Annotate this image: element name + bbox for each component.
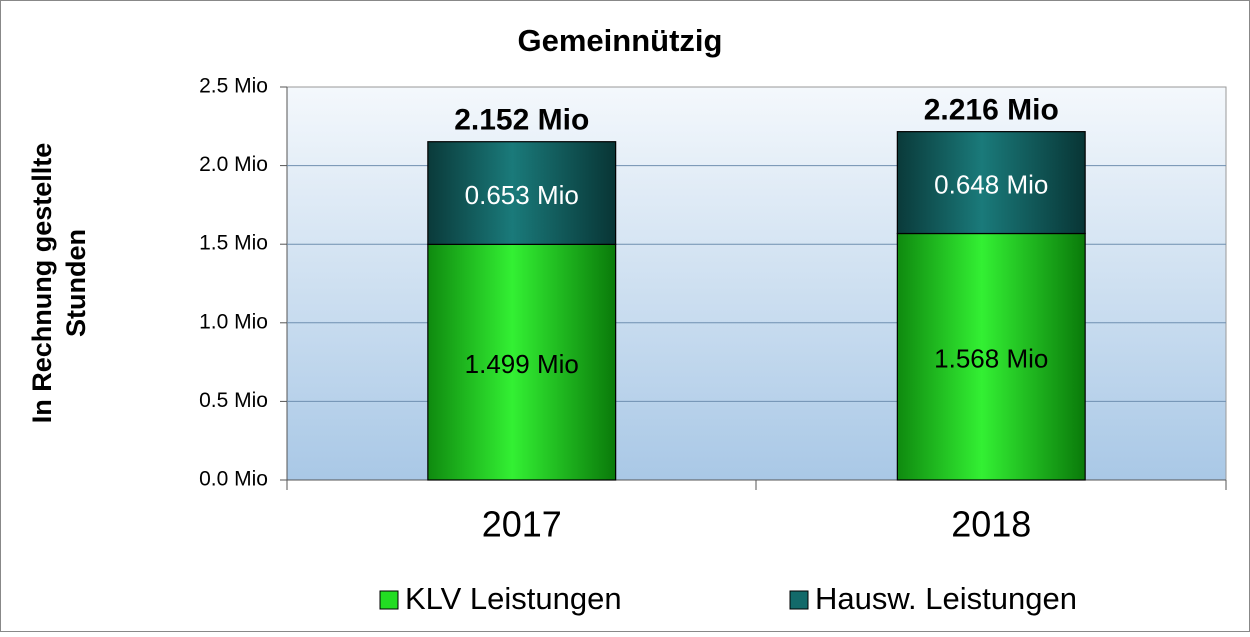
legend-swatch <box>379 590 399 610</box>
y-tick-label: 1.0 Mio <box>199 310 268 333</box>
y-tick-label: 2.0 Mio <box>199 153 268 176</box>
bar-segment <box>896 232 1086 481</box>
x-tick-label: 2017 <box>482 504 562 545</box>
chart-title: Gemeinnützig <box>518 23 723 58</box>
legend-label: KLV Leistungen <box>405 581 622 616</box>
y-tick-label: 0.5 Mio <box>199 389 268 412</box>
y-axis-title: Stunden <box>61 229 91 337</box>
value-label: 0.648 Mio <box>934 169 1048 199</box>
x-tick-label: 2018 <box>951 504 1031 545</box>
y-tick-label: 2.5 Mio <box>199 75 268 98</box>
bar-segment <box>427 243 617 481</box>
value-label: 1.568 Mio <box>934 344 1048 374</box>
value-label: 1.499 Mio <box>465 349 579 379</box>
bar-segment <box>896 131 1086 235</box>
y-tick-label: 1.5 Mio <box>199 232 268 255</box>
value-label: 0.653 Mio <box>465 180 579 210</box>
total-label: 2.152 Mio <box>454 104 589 137</box>
total-label: 2.216 Mio <box>924 94 1059 127</box>
bar-segment <box>427 141 617 245</box>
legend-label: Hausw. Leistungen <box>815 581 1077 616</box>
y-axis-title: In Rechnung gestellte <box>27 143 57 424</box>
legend-swatch <box>789 590 809 610</box>
y-tick-label: 0.0 Mio <box>199 468 268 491</box>
